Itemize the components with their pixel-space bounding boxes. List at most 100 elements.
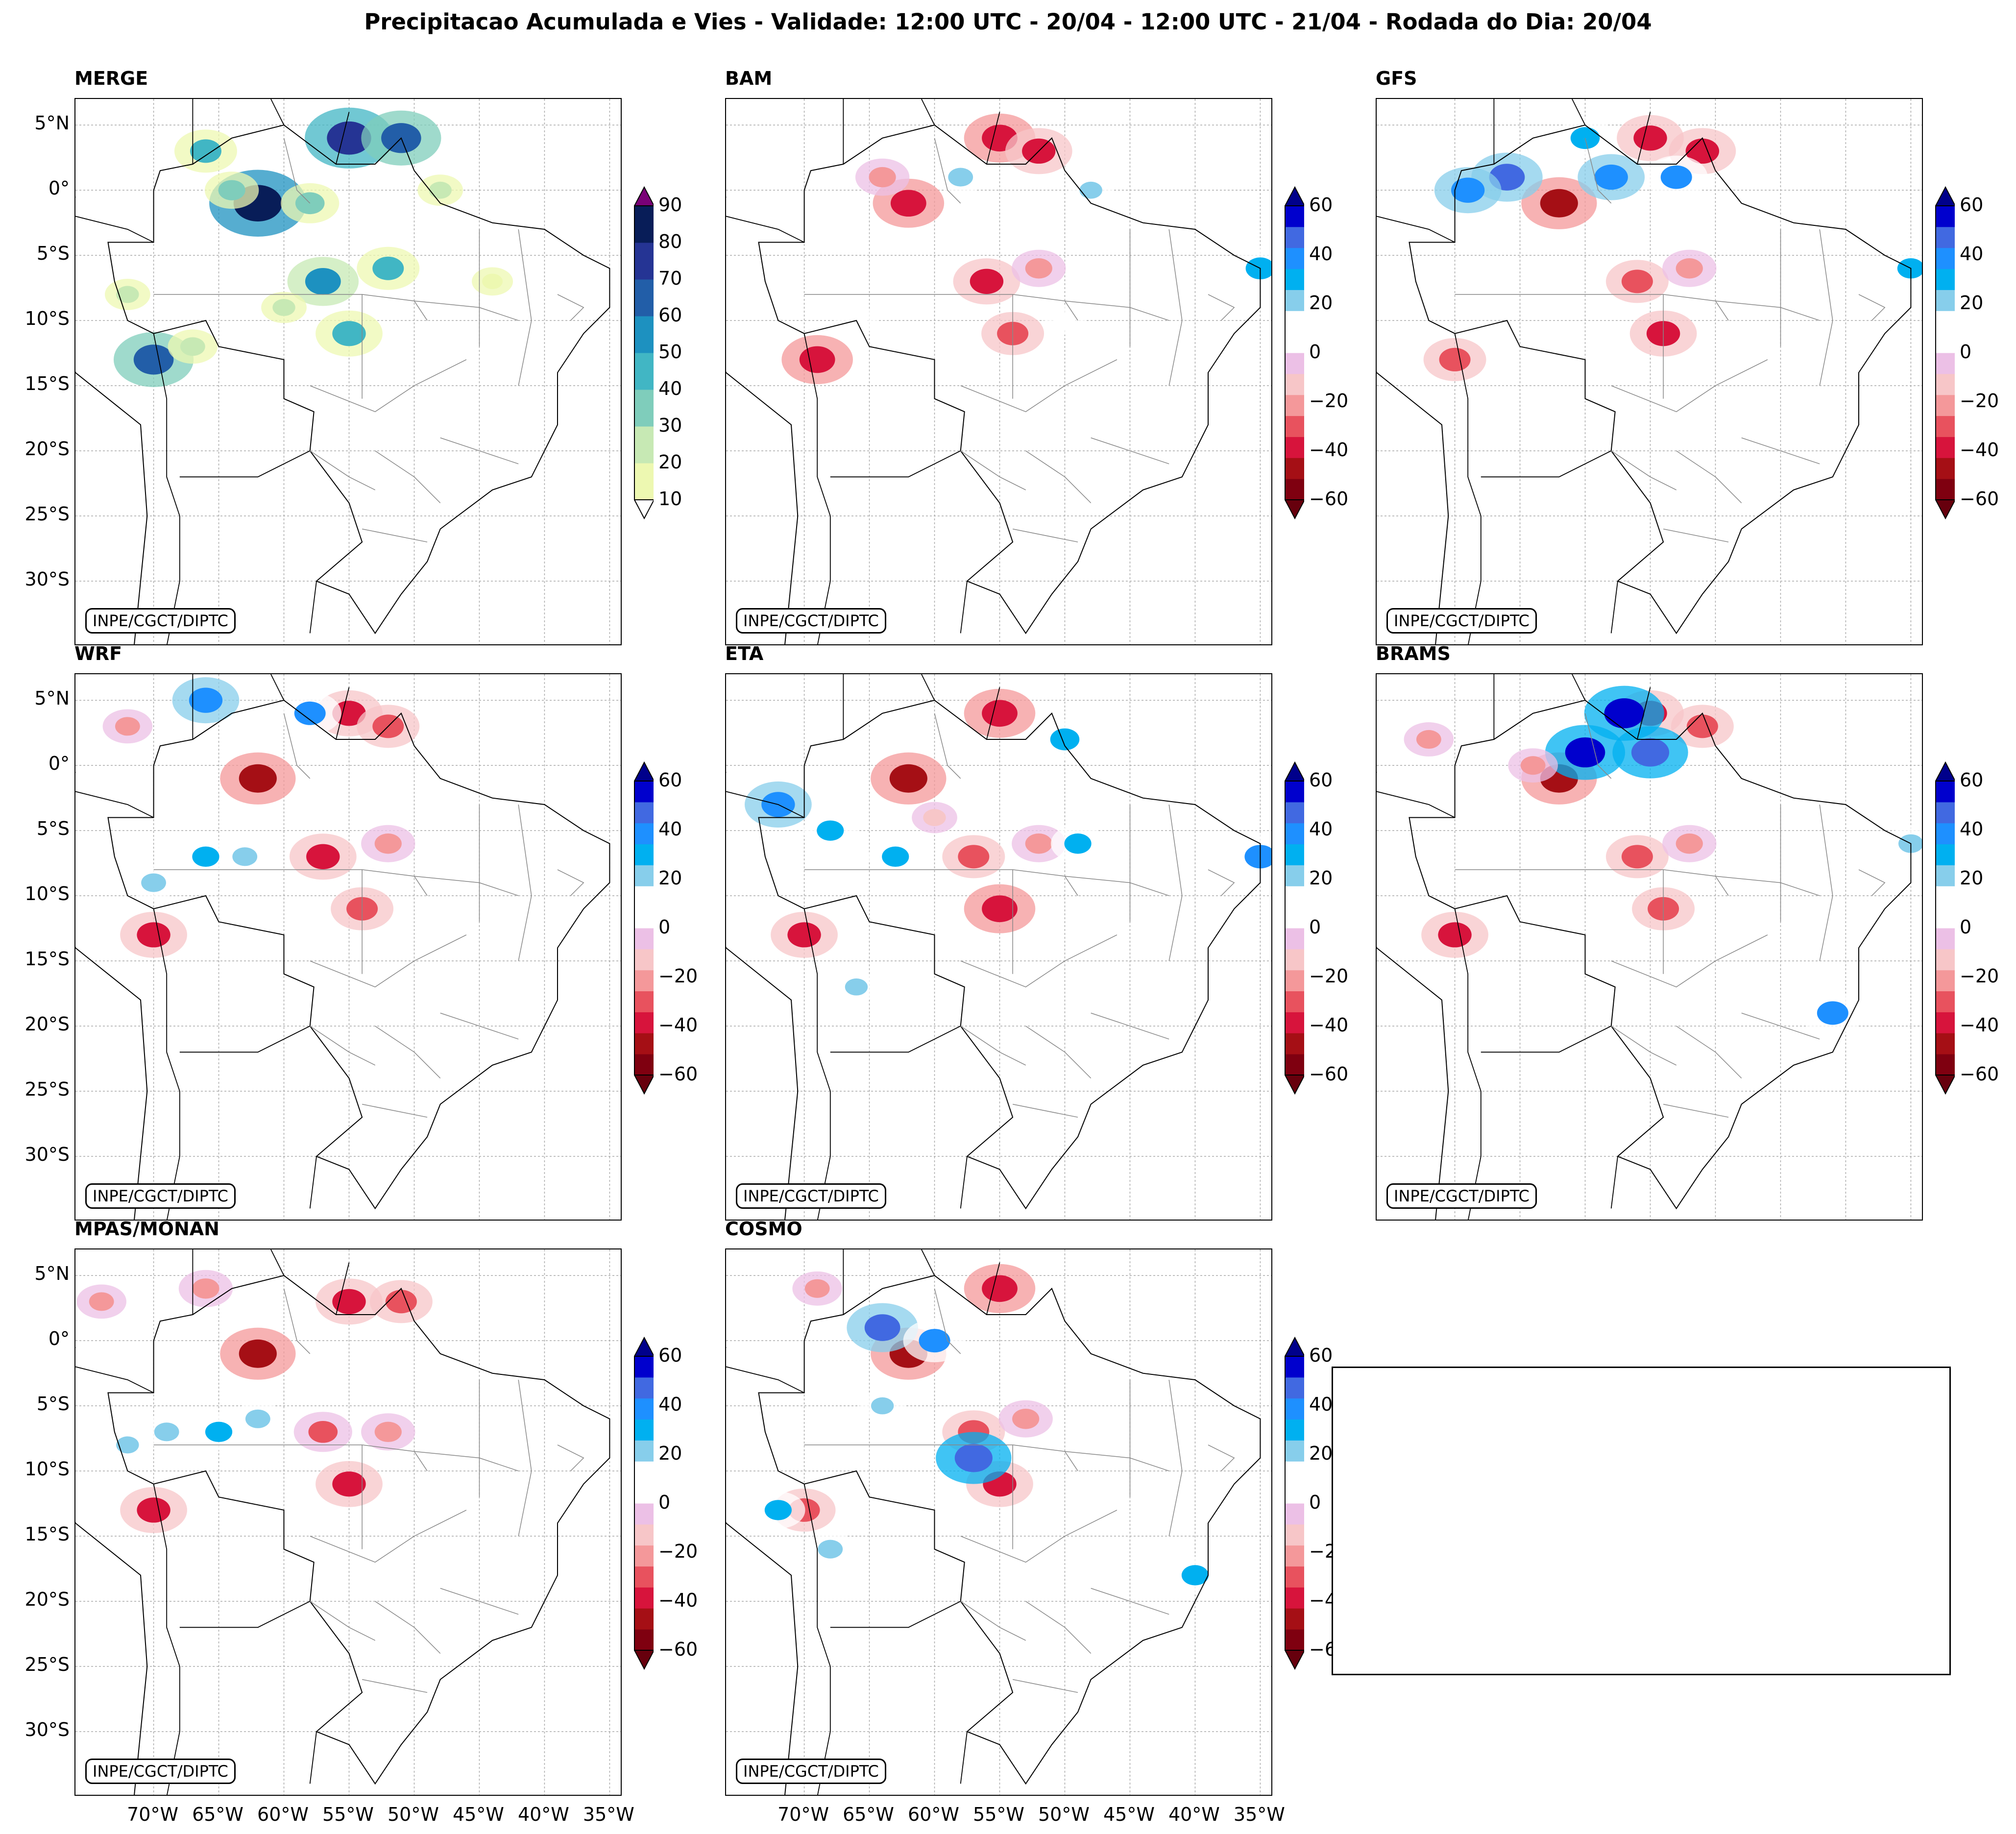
colorbar-extend-max — [1285, 1337, 1304, 1357]
data-cell — [1181, 1565, 1209, 1586]
lat-tick-label: 10°S — [24, 1458, 70, 1480]
lat-tick-label: 30°S — [24, 1144, 70, 1166]
watermark-badge: INPE/CGCT/DIPTC — [85, 1183, 236, 1209]
data-cell — [1621, 845, 1653, 869]
data-cell — [306, 844, 340, 869]
state-border — [934, 713, 961, 779]
state-border — [804, 869, 1078, 896]
state-border — [804, 1444, 1078, 1471]
lon-tick-label: 70°W — [777, 1804, 829, 1825]
colorbar-tick-label: 60 — [1960, 194, 1984, 216]
data-cell — [1660, 165, 1692, 189]
state-border — [1025, 1026, 1092, 1079]
colorbar-segment — [634, 1398, 654, 1420]
colorbar-segment — [1936, 479, 1955, 500]
lon-tick-label: 55°W — [322, 1804, 374, 1825]
data-cell — [205, 1421, 233, 1443]
map-plot — [726, 1249, 1271, 1795]
colorbar-segment — [1285, 1503, 1304, 1525]
colorbar-tick-label: 20 — [1309, 292, 1333, 314]
colorbar-segment — [634, 781, 654, 803]
colorbar-tick-label: 20 — [1309, 867, 1333, 889]
colorbar-segment — [634, 1524, 654, 1546]
colorbar-segment — [634, 865, 654, 886]
lat-tick-label: 0° — [48, 753, 70, 775]
state-border — [1611, 359, 1768, 413]
state-border — [414, 1451, 519, 1471]
colorbar-tick-label: 20 — [1960, 867, 1984, 889]
data-cell — [137, 922, 170, 948]
colorbar-tick-label: 0 — [1960, 341, 1972, 363]
colorbar-tick-label: 40 — [1309, 1394, 1333, 1415]
panel-title-wrf: WRF — [74, 643, 122, 664]
state-border — [310, 450, 376, 490]
colorbar-segment — [1936, 311, 1955, 332]
colorbar-segment — [1285, 844, 1304, 865]
data-cell — [1570, 127, 1600, 149]
colorbar-tick-label: −20 — [1960, 965, 1999, 987]
colorbar-extend-min — [1935, 1075, 1955, 1095]
data-cell — [1416, 730, 1441, 749]
lat-tick-label: 20°S — [24, 438, 70, 460]
data-cell — [871, 1397, 894, 1415]
colorbar-segment — [1285, 991, 1304, 1012]
lon-tick-label: 70°W — [127, 1804, 179, 1825]
data-cell — [133, 344, 174, 375]
colorbar-tick-label: −20 — [1309, 965, 1349, 987]
state-border — [518, 1379, 532, 1537]
state-border — [1858, 869, 1886, 896]
watermark-badge: INPE/CGCT/DIPTC — [1386, 608, 1537, 634]
lon-tick-label: 40°W — [517, 1804, 569, 1825]
colorbar-segment — [634, 1629, 654, 1651]
colorbar-segment — [634, 949, 654, 971]
data-cell — [374, 833, 402, 854]
state-border — [1455, 294, 1729, 321]
country-border — [830, 450, 961, 478]
country-border — [336, 687, 350, 740]
colorbar-segment — [634, 970, 654, 992]
state-border — [440, 1012, 519, 1040]
state-border — [1091, 437, 1169, 465]
country-border — [309, 581, 317, 634]
data-cell — [958, 845, 990, 869]
colorbar-segment — [1285, 1356, 1304, 1378]
map-plot — [75, 1249, 621, 1795]
state-border — [283, 138, 311, 204]
colorbar-extend-max — [1285, 186, 1304, 206]
empty-axes-panel — [1332, 1367, 1951, 1675]
state-border — [375, 1601, 441, 1654]
state-border — [310, 934, 467, 988]
lat-tick-label: 5°N — [34, 687, 70, 709]
country-border — [726, 216, 805, 243]
panel-title-merge: MERGE — [74, 68, 148, 89]
country-border — [1610, 581, 1618, 634]
colorbar-segment — [1936, 373, 1955, 395]
colorbar-segment — [634, 823, 654, 845]
country-border — [1454, 333, 1482, 644]
colorbar-extend-max — [634, 186, 654, 206]
country-border — [75, 1366, 154, 1394]
state-border — [362, 1679, 428, 1693]
state-border — [1168, 229, 1183, 386]
lat-tick-label: 5°S — [36, 1393, 70, 1415]
country-border — [1481, 450, 1612, 478]
data-cell — [189, 687, 223, 713]
country-border — [960, 1731, 968, 1784]
colorbar-segment — [634, 1356, 654, 1378]
colorbar-segment — [1285, 1545, 1304, 1567]
colorbar-extend-min — [634, 1650, 654, 1670]
colorbar-segment — [1285, 1608, 1304, 1630]
colorbar-tick-label: 60 — [1309, 194, 1333, 216]
colorbar-segment — [1936, 991, 1955, 1012]
brazil-border — [1409, 124, 1912, 635]
state-border — [1819, 804, 1833, 961]
colorbar-segment — [1285, 1587, 1304, 1609]
colorbar-tick-label: −60 — [1309, 488, 1349, 510]
lon-tick-label: 40°W — [1168, 1804, 1220, 1825]
data-cell — [923, 809, 946, 826]
colorbar-segment — [1285, 970, 1304, 992]
state-border — [960, 1510, 1117, 1563]
colorbar-extend-min — [1935, 499, 1955, 520]
colorbar-segment — [1285, 886, 1304, 907]
country-border — [726, 1366, 805, 1394]
